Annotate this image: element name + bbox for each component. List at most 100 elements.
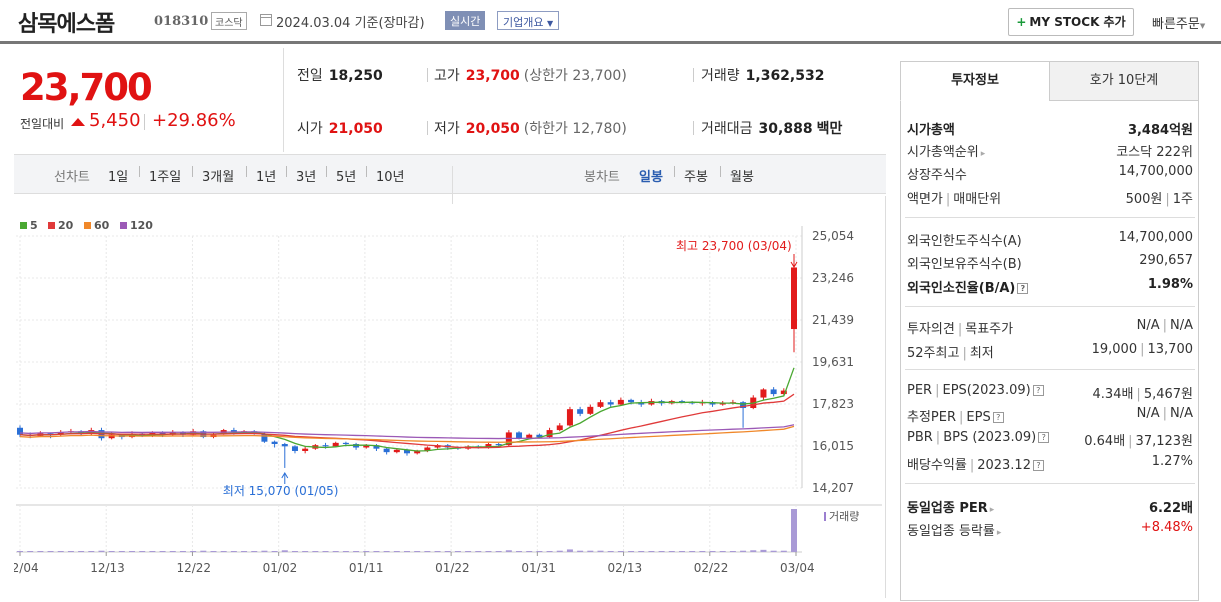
volume-bar [495, 551, 502, 552]
legend-label: 60 [94, 219, 110, 232]
min-annotation: 최저 15,070 (01/05) [223, 484, 339, 498]
volume-bar [98, 550, 105, 552]
quick-order-button[interactable]: 빠른주문▼ [1152, 17, 1206, 32]
volume-bar [179, 551, 186, 552]
volume-bar [118, 551, 125, 552]
help-icon[interactable]: ? [1017, 283, 1029, 294]
legend-swatch [120, 222, 127, 229]
add-mystock-button[interactable]: + MY STOCK 추가 [1008, 8, 1134, 36]
industry-per-row[interactable]: 동일업종 PER ▸ 6.22배 [907, 501, 1193, 516]
pbr-row: PBR | BPS (2023.09)? 0.64배 | 37,123원 [907, 430, 1193, 449]
volume-bar [454, 551, 461, 552]
volume-bar [67, 551, 74, 552]
foreign-limit-row: 외국인한도주식수(A) 14,700,000 [907, 230, 1193, 249]
volume-bar [485, 551, 492, 552]
candle-body [108, 434, 115, 439]
x-tick-label: 02/13 [608, 561, 643, 575]
candle-body [342, 442, 349, 445]
volume-bar [159, 551, 166, 552]
candle-body [57, 432, 64, 435]
volume-bar [47, 551, 54, 552]
foreign-hold-row: 외국인보유주식수(B) 290,657 [907, 253, 1193, 272]
tab-3month[interactable]: 3개월 [202, 170, 235, 185]
tab-orderbook[interactable]: 호가 10단계 [1049, 61, 1199, 101]
tab-10year[interactable]: 10년 [376, 170, 405, 185]
tab-1day[interactable]: 1일 [108, 170, 129, 185]
volume-legend-swatch [824, 512, 826, 521]
volume-bar [210, 551, 217, 552]
y-tick-label: 19,631 [812, 355, 854, 369]
tab-5year[interactable]: 5년 [336, 170, 357, 185]
tab-weekly[interactable]: 주봉 [684, 170, 708, 185]
opinion-row: 투자의견 | 목표주가 N/A | N/A [907, 318, 1193, 337]
base-date: 2024.03.04 기준(장마감) [276, 16, 425, 31]
tab-1week[interactable]: 1주일 [149, 170, 182, 185]
volume: 거래량 1,362,532 [701, 68, 825, 84]
market-cap-rank-row[interactable]: 시가총액순위 ▸ 코스닥 222위 [907, 145, 1193, 160]
volume-bar [404, 551, 410, 552]
candle-body [495, 444, 502, 446]
max-annotation: 최고 23,700 (03/04) [676, 239, 792, 253]
x-tick-label: 12/13 [90, 561, 125, 575]
chevron-right-icon: ▸ [980, 149, 986, 159]
chart-tabs: 선차트 1일 1주일 3개월 1년 3년 5년 10년 봉차트 일봉 주봉 월봉 [14, 154, 886, 204]
volume-bar [780, 550, 787, 552]
candle-body [302, 448, 309, 451]
invest-info-table: 시가총액 3,484억원 시가총액순위 ▸ 코스닥 222위 상장주식수 14,700,… [900, 101, 1199, 601]
chevron-down-icon: ▼ [1199, 22, 1206, 30]
candle-body [424, 447, 431, 451]
company-info-button[interactable]: 기업개요 ▼ [497, 11, 560, 30]
tab-monthly[interactable]: 월봉 [730, 170, 754, 185]
volume-bar [628, 551, 635, 552]
y-tick-label: 17,823 [812, 397, 854, 411]
volume-bar [587, 550, 594, 552]
tab-1year[interactable]: 1년 [256, 170, 277, 185]
calendar-icon [260, 14, 272, 26]
volume-bar [536, 551, 543, 552]
volume-bar [770, 550, 777, 552]
industry-rate-row[interactable]: 동일업종 등락률 ▸ +8.48% [907, 520, 1193, 539]
par-value-row: 액면가 | 매매단위 500원 | 1주 [907, 192, 1193, 207]
candle-body [770, 389, 777, 395]
current-price: 23,700 [20, 66, 153, 109]
price-summary: 23,700 전일대비 5,450 +29.86% [14, 48, 284, 152]
candle-body [546, 430, 553, 438]
candle-body [628, 399, 635, 403]
chevron-down-icon: ▼ [546, 19, 554, 28]
candle-body [393, 449, 400, 453]
legend-label: 5 [30, 219, 38, 232]
x-tick-label: 12/04 [14, 561, 39, 575]
x-tick-label: 03/04 [780, 561, 815, 575]
candle-body [740, 402, 747, 409]
volume-bar [322, 551, 329, 552]
candle-body [291, 446, 298, 451]
volume-bar [230, 551, 237, 552]
help-icon[interactable]: ? [992, 412, 1004, 423]
candle-body [556, 425, 563, 431]
market-badge: 코스닥 [211, 12, 247, 30]
realtime-button[interactable]: 실시간 [445, 11, 486, 30]
volume-bar [740, 550, 747, 552]
candle-body [597, 402, 604, 407]
tab-3year[interactable]: 3년 [296, 170, 317, 185]
high-price: 고가 23,700 (상한가 23,700) [434, 68, 627, 84]
stock-code: 018310 [154, 14, 209, 29]
volume-bar [241, 551, 248, 552]
help-icon[interactable]: ? [1032, 460, 1044, 471]
volume-bar [200, 550, 207, 552]
listed-shares-row: 상장주식수 14,700,000 [907, 164, 1193, 183]
tab-daily[interactable]: 일봉 [639, 170, 663, 185]
legend-swatch [84, 222, 91, 229]
candle-body [617, 399, 624, 405]
volume-bar [678, 551, 685, 552]
tab-invest-info[interactable]: 투자정보 [900, 61, 1050, 101]
help-icon[interactable]: ? [1032, 385, 1044, 396]
volume-bar [373, 551, 380, 552]
help-icon[interactable]: ? [1038, 432, 1050, 443]
stock-chart: 5 20 60 120 25,054 23,246 21,439 19,631 17,823 16… [4, 196, 886, 598]
volume-bar [281, 550, 288, 552]
stock-header: 삼목에스폼 018310 코스닥 2024.03.04 기준(장마감) 실시간 … [0, 0, 1221, 44]
legend-swatch [20, 222, 27, 229]
candle-body [607, 402, 614, 405]
candle-body [780, 390, 787, 395]
